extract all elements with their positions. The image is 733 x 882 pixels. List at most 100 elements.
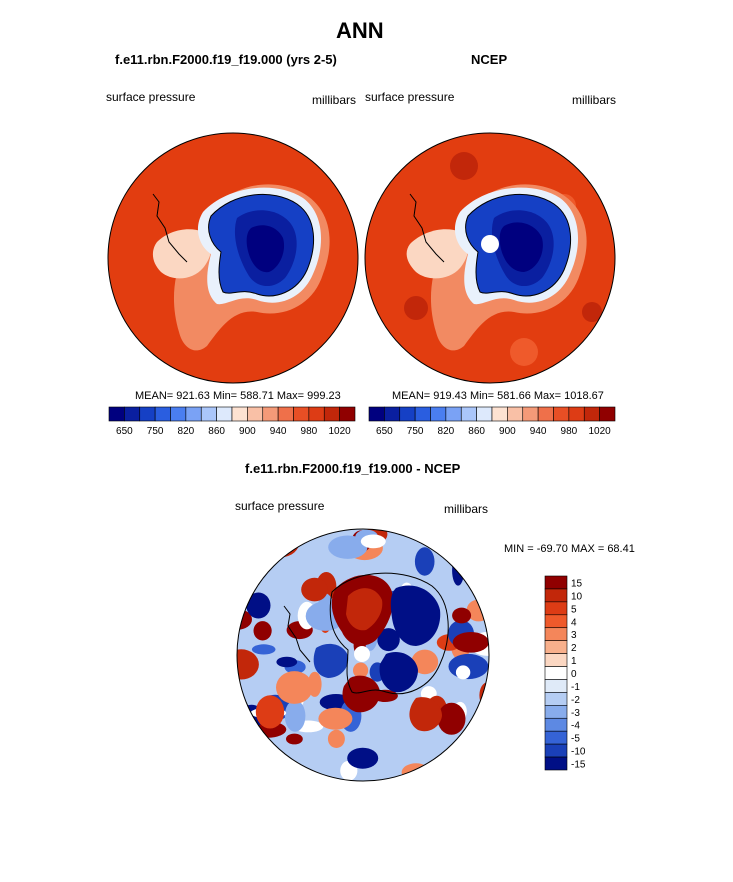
colorbar-swatch (476, 406, 493, 422)
colorbar-swatch (491, 406, 508, 422)
colorbar-tick-label: 10 (571, 591, 583, 602)
colorbar-swatch (544, 653, 568, 667)
diff-anomaly-patch (276, 671, 313, 704)
diff-anomaly-patch (437, 702, 466, 735)
diff-anomaly-patch (237, 649, 259, 680)
diff-anomaly-patch (414, 547, 435, 576)
field-band (379, 651, 418, 693)
colorbar-tick-label: 15 (571, 578, 583, 589)
field-band (246, 225, 285, 273)
pole-mask (481, 235, 499, 253)
colorbar-tick-label: 860 (208, 426, 225, 437)
diff-anomaly-patch (255, 695, 285, 729)
colorbar-swatch (430, 406, 447, 422)
colorbar-swatch (544, 743, 568, 758)
panel2-stats: MEAN= 919.43 Min= 581.66 Max= 1018.67 (392, 390, 604, 402)
coastline (152, 193, 188, 263)
colorbar-swatch (293, 406, 310, 422)
colorbar-tick-label: 1 (571, 656, 577, 667)
colorbar-swatch (414, 406, 431, 422)
field-band (390, 585, 441, 646)
field-band (409, 697, 442, 732)
pole-mask (354, 646, 370, 662)
colorbar-tick-label: 750 (147, 426, 164, 437)
panel3-title: f.e11.rbn.F2000.f19_f19.000 - NCEP (245, 461, 461, 476)
diff-anomaly-patch (276, 656, 298, 668)
field-patch (510, 338, 538, 366)
diff-anomaly-patch (263, 529, 293, 535)
diff-anomaly-patch (464, 725, 489, 738)
colorbar-tick-label: -2 (571, 695, 580, 706)
colorbar-tick-label: -15 (571, 760, 586, 771)
colorbar-swatch (544, 614, 568, 629)
colorbar-tick-label: -4 (571, 721, 580, 732)
colorbar-swatch (460, 406, 477, 422)
colorbar-swatch (537, 406, 554, 422)
colorbar-swatch (170, 406, 187, 422)
panel3-polar-map (236, 528, 490, 782)
colorbar-swatch (544, 692, 568, 706)
colorbar-swatch (583, 406, 600, 422)
diff-anomaly-patch (411, 649, 439, 675)
colorbar-swatch (277, 406, 294, 422)
colorbar-swatch (368, 406, 385, 422)
colorbar-tick-label: -3 (571, 708, 580, 719)
diff-anomaly-patch (347, 747, 379, 769)
diff-anomaly-patch (452, 555, 465, 586)
colorbar-swatch (323, 406, 340, 422)
colorbar-swatch (308, 406, 325, 422)
colorbar-tick-label: 940 (270, 426, 287, 437)
colorbar-tick-label: 750 (407, 426, 424, 437)
colorbar-swatch (544, 601, 568, 616)
colorbar-swatch (544, 640, 568, 654)
field-band (499, 222, 543, 272)
colorbar-swatch (384, 406, 401, 422)
panel3-right-label: millibars (444, 502, 489, 516)
diff-anomaly-patch (248, 536, 266, 554)
coastline (283, 605, 311, 663)
field-patch (582, 302, 602, 322)
diff-anomaly-patch (360, 534, 386, 549)
colorbar-swatch (247, 406, 264, 422)
field-band (313, 643, 349, 678)
colorbar-swatch (231, 406, 248, 422)
colorbar-swatch (544, 756, 568, 771)
page-title: ANN (336, 18, 384, 43)
colorbar-swatch (544, 730, 568, 745)
coastline (329, 572, 449, 695)
panel2-left-label: surface pressure (365, 90, 455, 104)
diff-anomaly-patch (464, 749, 489, 778)
panel2-title: NCEP (471, 52, 508, 67)
colorbar-tick-label: 980 (561, 426, 578, 437)
colorbar-tick-label: 650 (116, 426, 133, 437)
colorbar-swatch (124, 406, 141, 422)
diff-anomaly-patch (401, 763, 431, 781)
panel1-right-label: millibars (312, 93, 357, 107)
diff-anomaly-patch (253, 621, 272, 641)
colorbar-swatch (216, 406, 233, 422)
diff-anomaly-patch (251, 644, 276, 655)
diff-anomaly-patch (328, 535, 368, 559)
colorbar-swatch (599, 406, 616, 422)
diff-anomaly-patch (455, 665, 471, 680)
colorbar-tick-label: 900 (499, 426, 516, 437)
colorbar-swatch (544, 717, 568, 732)
colorbar-swatch (200, 406, 217, 422)
panel2-colorbar: 650 750 820 860 900 940 980 1020 (368, 406, 616, 437)
colorbar-swatch (185, 406, 202, 422)
colorbar-tick-label: -1 (571, 682, 580, 693)
panel1-polar-map (107, 132, 359, 384)
colorbar-tick-label: 0 (571, 669, 577, 680)
diff-anomaly-patch (452, 607, 472, 624)
colorbar-swatch (568, 406, 585, 422)
colorbar-swatch (553, 406, 570, 422)
colorbar-tick-label: 3 (571, 630, 577, 641)
panel1-colorbar: 650 750 820 860 900 940 980 1020 (108, 406, 356, 437)
field-patch (404, 296, 428, 320)
panel1-stats: MEAN= 921.63 Min= 588.71 Max= 999.23 (135, 390, 341, 402)
colorbar-tick-label: 1020 (329, 426, 352, 437)
colorbar-swatch (544, 666, 568, 680)
diff-anomaly-patch (307, 671, 322, 697)
diff-anomaly-patch (237, 609, 252, 630)
